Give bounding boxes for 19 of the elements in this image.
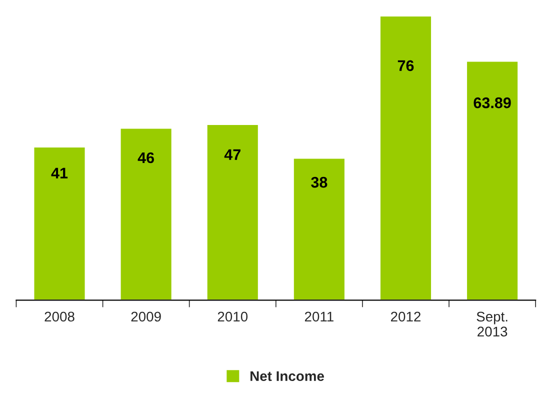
x-tick-label: 2011 [304,312,334,322]
data-label: 47 [224,149,240,160]
x-tick-label: 2010 [218,312,248,322]
legend-label: Net Income [250,371,324,382]
data-label: 41 [51,168,68,178]
data-label: 38 [311,176,328,188]
bar [32,146,86,300]
x-tick-label: Sept. 2013 [476,312,508,337]
bar [206,124,260,300]
bar [292,157,346,300]
bar [379,15,432,300]
x-tick-label: 2008 [44,312,74,322]
data-label: 63.89 [474,97,511,108]
bar [119,127,173,300]
x-tick-label: 2009 [131,312,161,322]
data-label: 46 [138,152,154,164]
x-tick-label: 2012 [391,312,421,322]
data-label: 76 [398,60,414,72]
bar [466,60,519,300]
